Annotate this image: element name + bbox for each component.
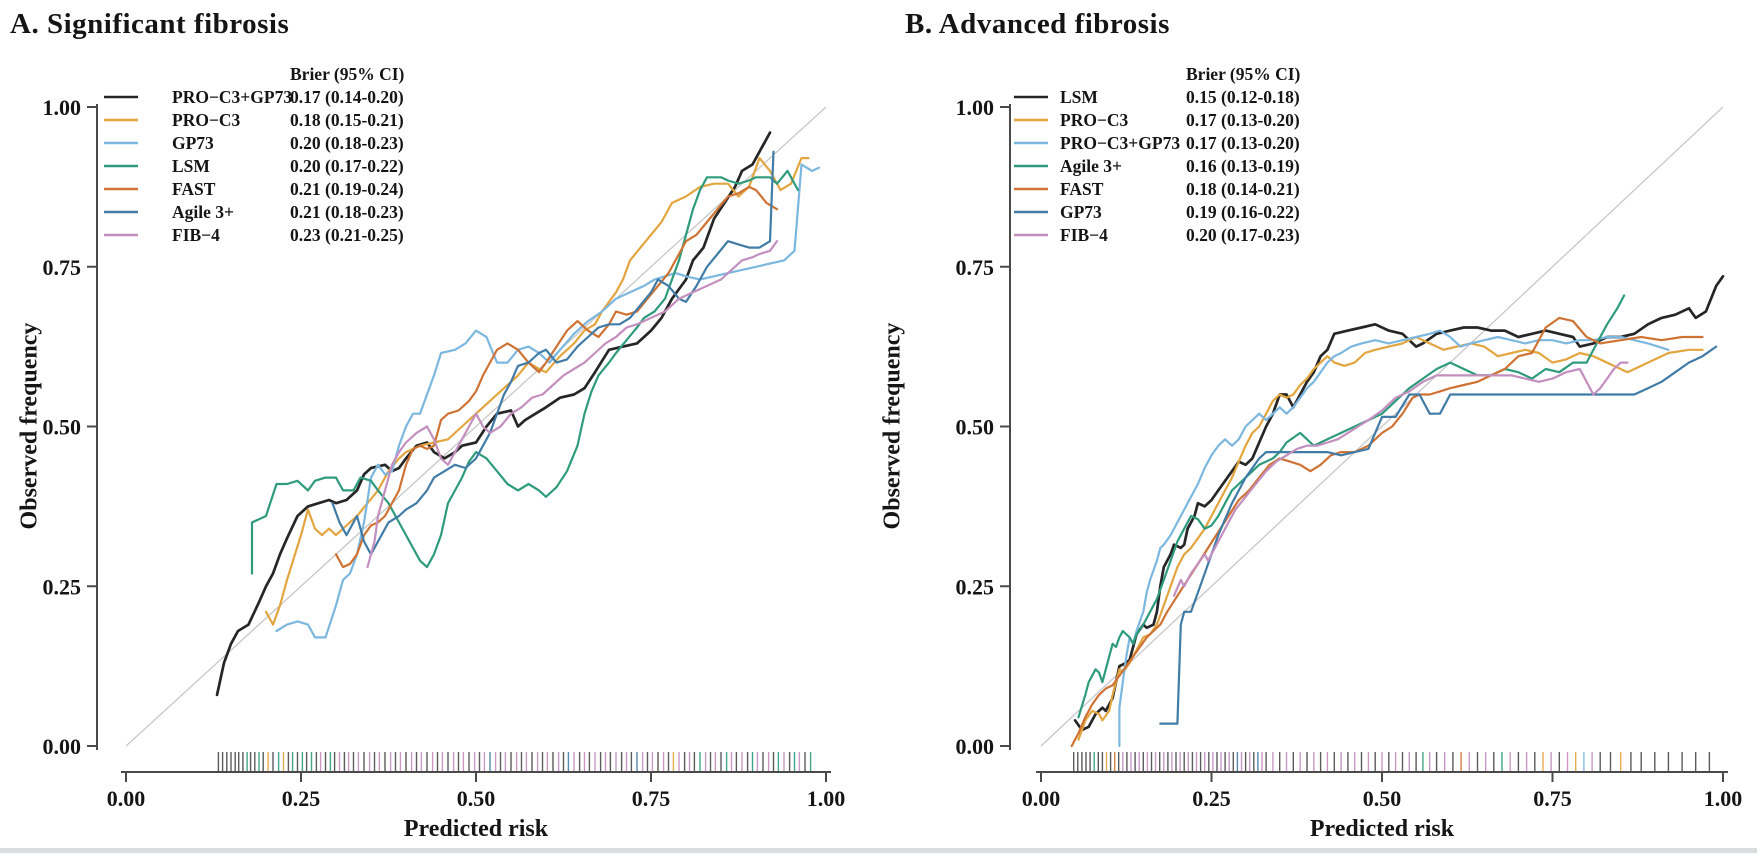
x-tick-label: 1.00 xyxy=(807,786,846,811)
legend-item-LSM: LSM 0.20 (0.17-0.22) xyxy=(104,156,404,176)
legend-brier-value: 0.17 (0.14-0.20) xyxy=(290,87,404,107)
y-tick-label: 0.50 xyxy=(956,415,995,440)
legend-brier-value: 0.17 (0.13-0.20) xyxy=(1186,133,1300,153)
legend-brier-value: 0.19 (0.16-0.22) xyxy=(1186,202,1300,222)
y-tick-label: 0.00 xyxy=(956,734,995,759)
y-tick-label: 0.25 xyxy=(956,574,995,599)
x-tick-label: 0.50 xyxy=(1363,786,1402,811)
legend-item-GP73: GP73 0.20 (0.18-0.23) xyxy=(104,133,404,153)
legend-brier-value: 0.20 (0.17-0.23) xyxy=(1186,225,1300,245)
legend-header: Brier (95% CI) xyxy=(1186,64,1301,84)
x-tick-label: 0.50 xyxy=(457,786,496,811)
legend-label: Agile 3+ xyxy=(1060,156,1122,176)
y-tick-label: 0.00 xyxy=(43,734,82,759)
panel-b-x-axis-title: Predicted risk xyxy=(1309,816,1455,842)
series-line-PRO−C3+GP73 xyxy=(215,131,772,697)
panel-a-y-axis-title: Observed frequency xyxy=(16,322,43,530)
series-line-Agile 3+ xyxy=(331,150,775,556)
rug-marks xyxy=(217,752,812,771)
x-tick-label: 0.75 xyxy=(632,786,671,811)
series-line-PRO−C3+GP73 xyxy=(1118,329,1670,748)
series-line-FIB−4 xyxy=(1172,361,1629,597)
x-tick-label: 0.00 xyxy=(1022,786,1061,811)
x-tick-label: 0.75 xyxy=(1533,786,1572,811)
legend-label: PRO−C3 xyxy=(1060,110,1129,130)
series-line-FAST xyxy=(1070,316,1704,748)
y-tick-label: 0.25 xyxy=(43,574,82,599)
panel-a-title: A. Significant fibrosis xyxy=(10,8,290,40)
legend-item-GP73: GP73 0.19 (0.16-0.22) xyxy=(1014,202,1300,222)
legend-label: FAST xyxy=(1060,179,1104,199)
panel-A: 0.00 0.25 0.50 0.75 1.00 0.00 0.25 0.50 0.75 1.00… xyxy=(43,64,846,811)
legend-brier-value: 0.16 (0.13-0.19) xyxy=(1186,156,1300,176)
diagonal-reference-line xyxy=(1040,106,1724,747)
legend-item-FIB−4: FIB−4 0.20 (0.17-0.23) xyxy=(1014,225,1300,245)
legend-brier-value: 0.15 (0.12-0.18) xyxy=(1186,87,1300,107)
legend-brier-value: 0.20 (0.18-0.23) xyxy=(290,133,404,153)
legend-item-PRO−C3: PRO−C3 0.18 (0.15-0.21) xyxy=(104,110,404,130)
x-tick-label: 0.00 xyxy=(107,786,146,811)
legend-header: Brier (95% CI) xyxy=(290,64,405,84)
series-line-GP73 xyxy=(1159,345,1718,725)
legend-brier-value: 0.23 (0.21-0.25) xyxy=(290,225,404,245)
panel-B: 0.00 0.25 0.50 0.75 1.00 0.00 0.25 0.50 0.75 1.00… xyxy=(956,64,1743,811)
legend-label: GP73 xyxy=(172,133,214,153)
y-tick-label: 1.00 xyxy=(43,95,82,120)
diagonal-reference-line xyxy=(125,106,827,747)
legend-label: FIB−4 xyxy=(172,225,220,245)
series-line-Agile 3+ xyxy=(1077,294,1626,719)
bottom-edge-bar xyxy=(0,848,1757,853)
series-line-FIB−4 xyxy=(366,240,779,569)
series-line-LSM xyxy=(250,169,800,575)
legend-item-FAST: FAST 0.21 (0.19-0.24) xyxy=(104,179,404,199)
legend-item-PRO−C3: PRO−C3 0.17 (0.13-0.20) xyxy=(1014,110,1300,130)
y-tick-label: 0.50 xyxy=(43,415,82,440)
legend-label: Agile 3+ xyxy=(172,202,234,222)
x-tick-label: 0.25 xyxy=(1192,786,1231,811)
legend-label: FAST xyxy=(172,179,216,199)
x-tick-label: 1.00 xyxy=(1704,786,1743,811)
legend-brier-value: 0.18 (0.15-0.21) xyxy=(290,110,404,130)
y-tick-label: 1.00 xyxy=(956,95,995,120)
y-tick-label: 0.75 xyxy=(956,255,995,280)
legend-brier-value: 0.21 (0.19-0.24) xyxy=(290,179,404,199)
legend-brier-value: 0.18 (0.14-0.21) xyxy=(1186,179,1300,199)
legend-label: PRO−C3 xyxy=(172,110,241,130)
legend-item-LSM: LSM 0.15 (0.12-0.18) xyxy=(1014,87,1300,107)
legend-label: FIB−4 xyxy=(1060,225,1108,245)
x-tick-label: 0.25 xyxy=(282,786,321,811)
panel-a-x-axis-title: Predicted risk xyxy=(403,816,549,842)
legend-item-FIB−4: FIB−4 0.23 (0.21-0.25) xyxy=(104,225,404,245)
legend-label: PRO−C3+GP73 xyxy=(172,87,292,107)
legend-label: GP73 xyxy=(1060,202,1102,222)
legend-label: PRO−C3+GP73 xyxy=(1060,133,1180,153)
legend-item-Agile 3+: Agile 3+ 0.21 (0.18-0.23) xyxy=(104,202,404,222)
y-tick-label: 0.75 xyxy=(43,255,82,280)
legend-label: LSM xyxy=(172,156,210,176)
legend-brier-value: 0.21 (0.18-0.23) xyxy=(290,202,404,222)
legend-item-Agile 3+: Agile 3+ 0.16 (0.13-0.19) xyxy=(1014,156,1300,176)
legend-brier-value: 0.17 (0.13-0.20) xyxy=(1186,110,1300,130)
series-line-PRO−C3 xyxy=(1077,335,1704,741)
rug-marks xyxy=(1072,752,1711,771)
legend-item-PRO−C3+GP73: PRO−C3+GP73 0.17 (0.13-0.20) xyxy=(1014,133,1300,153)
legend-brier-value: 0.20 (0.17-0.22) xyxy=(290,156,404,176)
legend-label: LSM xyxy=(1060,87,1098,107)
panel-b-y-axis-title: Observed frequency xyxy=(879,322,906,530)
panel-b-title: B. Advanced fibrosis xyxy=(905,8,1170,40)
legend-item-FAST: FAST 0.18 (0.14-0.21) xyxy=(1014,179,1300,199)
